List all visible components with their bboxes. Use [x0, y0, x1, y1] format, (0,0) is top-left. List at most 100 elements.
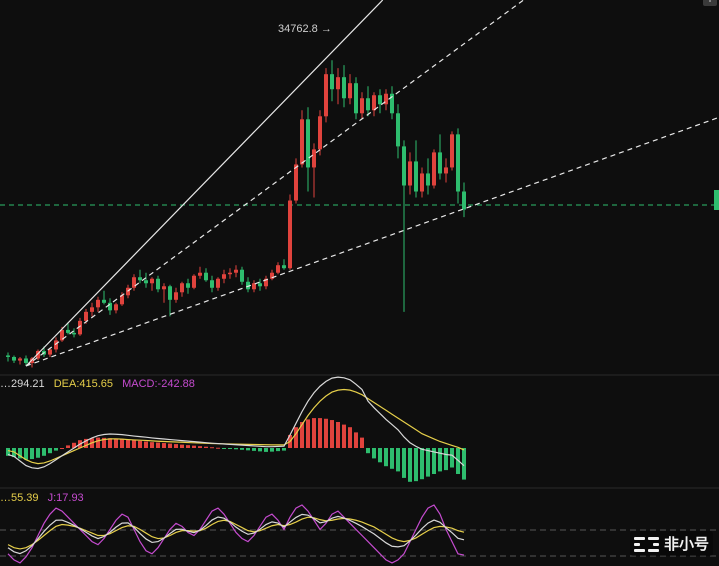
macd-histogram-bar: [360, 437, 364, 448]
candle-body: [36, 350, 40, 359]
candle-body: [90, 307, 94, 312]
macd-histogram-bar: [294, 427, 298, 448]
candle-body: [366, 98, 370, 111]
macd-dea-line: [7, 388, 465, 465]
macd-histogram-bar: [432, 448, 436, 474]
trendline-steep: [25, 0, 384, 367]
macd-histogram-bar: [384, 448, 388, 467]
macd-histogram-bar: [132, 440, 136, 448]
add-indicator-button[interactable]: +: [703, 0, 717, 6]
macd-histogram-bar: [372, 448, 376, 459]
high-price-annotation: 34762.8 →: [278, 23, 332, 35]
candle-body: [342, 77, 346, 99]
kdj-pane[interactable]: [7, 504, 465, 564]
macd-histogram-bar: [84, 438, 88, 448]
macd-histogram-bar: [462, 448, 466, 480]
candle-body: [354, 83, 358, 114]
macd-histogram-bar: [198, 446, 202, 448]
macd-histogram-bar: [240, 448, 244, 450]
candle-body: [48, 349, 52, 355]
candle-body: [312, 149, 316, 168]
macd-histogram-bar: [444, 448, 448, 471]
kdj-legend: …55.39 J:17.93: [0, 492, 90, 504]
macd-histogram-bar: [408, 448, 412, 482]
macd-histogram-bar: [342, 424, 346, 448]
candle-body: [198, 272, 202, 276]
candle-body: [408, 161, 412, 186]
candle-body: [306, 119, 310, 168]
candle-body: [300, 119, 304, 165]
macd-histogram-bar: [54, 448, 58, 451]
watermark: 非小号: [629, 531, 713, 556]
candle-body: [6, 355, 10, 357]
candle-body: [156, 278, 160, 290]
watermark-text: 非小号: [663, 536, 709, 553]
candle-body: [438, 152, 442, 174]
macd-histogram-bar: [102, 437, 106, 448]
macd-histogram-bar: [24, 448, 28, 460]
candle-body: [12, 356, 16, 361]
candle-body: [192, 275, 196, 288]
candle-body: [288, 200, 292, 269]
candle-body: [228, 272, 232, 275]
macd-histogram-bar: [162, 443, 166, 448]
macd-histogram-bar: [144, 441, 148, 448]
macd-histogram-bar: [330, 420, 334, 448]
candle-body: [324, 74, 328, 117]
candle-body: [186, 283, 190, 288]
macd-histogram-bar: [336, 422, 340, 448]
candle-body: [96, 299, 100, 308]
candle-body: [456, 134, 460, 192]
candle-body: [330, 74, 334, 90]
candle-body: [360, 98, 364, 114]
macd-histogram-bar: [168, 443, 172, 448]
candle-body: [396, 113, 400, 147]
macd-histogram-bar: [66, 445, 70, 448]
candle-body: [270, 272, 274, 279]
candle-body: [282, 265, 286, 269]
macd-histogram-bar: [180, 444, 184, 448]
macd-histogram-bar: [354, 432, 358, 448]
macd-dea-value: DEA:415.65: [53, 378, 114, 390]
trendline-mid: [25, 0, 524, 367]
candle-body: [222, 274, 226, 279]
macd-histogram-bar: [222, 448, 226, 449]
macd-histogram-bar: [36, 448, 40, 458]
candle-body: [462, 191, 466, 210]
macd-histogram-bar: [426, 448, 430, 477]
candle-body: [108, 302, 112, 311]
candle-body: [168, 286, 172, 300]
macd-histogram-bar: [108, 438, 112, 448]
macd-histogram-bar: [114, 438, 118, 448]
macd-histogram-bar: [402, 448, 406, 478]
candle-body: [372, 95, 376, 111]
macd-histogram-bar: [126, 439, 130, 448]
macd-histogram-bar: [60, 448, 64, 449]
macd-histogram-bar: [72, 442, 76, 448]
macd-histogram-bar: [414, 448, 418, 482]
candle-body: [66, 329, 70, 333]
kdj-d-value: …55.39: [0, 492, 39, 504]
macd-histogram-bar: [282, 448, 286, 451]
candle-body: [60, 329, 64, 341]
candle-body: [264, 278, 268, 287]
macd-histogram-bar: [210, 447, 214, 449]
macd-histogram-bar: [120, 438, 124, 448]
price-pane[interactable]: [6, 60, 466, 368]
candle-body: [138, 277, 142, 281]
macd-macd-value: MACD:-242.88: [122, 378, 195, 390]
macd-histogram-bar: [318, 418, 322, 448]
candle-body: [336, 77, 340, 90]
candle-body: [432, 152, 436, 186]
macd-histogram-bar: [186, 445, 190, 448]
macd-histogram-bar: [378, 448, 382, 463]
candle-body: [276, 265, 280, 273]
macd-pane[interactable]: [6, 376, 466, 482]
macd-histogram-bar: [324, 418, 328, 448]
macd-histogram-bar: [276, 448, 280, 452]
macd-histogram-bar: [366, 448, 370, 454]
trendlines[interactable]: [25, 0, 719, 367]
candle-body: [240, 269, 244, 282]
